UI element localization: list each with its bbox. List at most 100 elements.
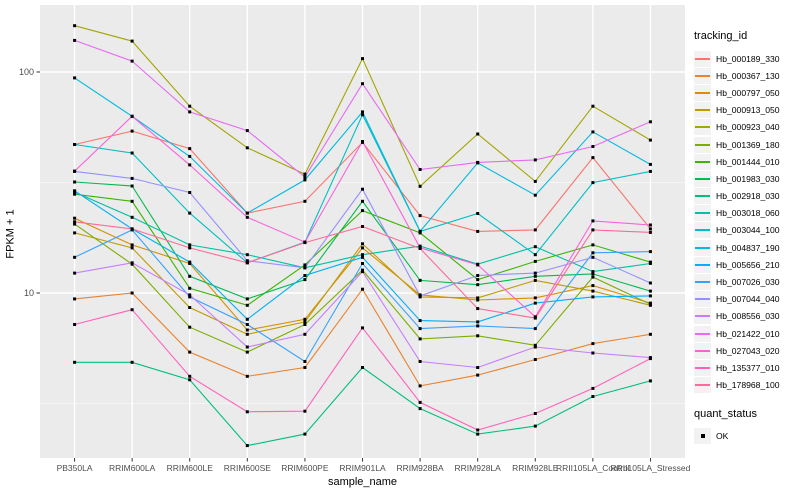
- data-point: [591, 270, 595, 274]
- data-point: [130, 227, 134, 231]
- data-point: [591, 130, 595, 134]
- data-point: [591, 255, 595, 259]
- data-point: [418, 400, 422, 404]
- data-point: [245, 261, 249, 265]
- data-point: [591, 386, 595, 390]
- legend-item-Hb_027043_020: Hb_027043_020: [694, 342, 800, 359]
- data-point: [303, 263, 307, 267]
- data-point: [476, 278, 480, 282]
- legend-item-Hb_004837_190: Hb_004837_190: [694, 239, 800, 256]
- data-point: [476, 307, 480, 311]
- data-point: [476, 229, 480, 233]
- data-point: [303, 175, 307, 179]
- legend-title-quant-status: quant_status: [694, 407, 757, 420]
- data-point: [533, 274, 537, 278]
- data-point: [533, 228, 537, 232]
- data-point: [130, 176, 134, 180]
- data-point: [361, 110, 364, 114]
- data-point: [591, 395, 595, 398]
- legend-key-line: [694, 67, 711, 84]
- legend-label: Hb_000923_040: [716, 122, 780, 133]
- legend-label: Hb_000797_050: [716, 87, 780, 98]
- legend-label: Hb_002918_030: [716, 191, 780, 202]
- legend-label: Hb_003044_100: [716, 225, 780, 236]
- legend-key-line: [694, 222, 711, 239]
- legend-series-list: Hb_000189_330 Hb_000367_130 Hb_000797_050 H…: [694, 50, 800, 394]
- data-point: [188, 374, 192, 378]
- legend-item-Hb_001369_180: Hb_001369_180: [694, 136, 800, 153]
- data-point: [73, 24, 77, 28]
- data-point: [245, 215, 249, 219]
- legend-item-Hb_021422_010: Hb_021422_010: [694, 325, 800, 342]
- data-point: [533, 271, 537, 275]
- data-point: [361, 242, 364, 246]
- data-point: [303, 278, 307, 282]
- data-point: [245, 345, 249, 349]
- data-point: [188, 110, 192, 114]
- data-point: [533, 158, 537, 162]
- data-point: [361, 366, 364, 369]
- data-point: [361, 262, 364, 265]
- legend-key-line: [694, 188, 711, 205]
- data-point: [245, 328, 249, 332]
- data-point: [245, 211, 249, 215]
- data-point: [303, 320, 307, 324]
- data-point: [591, 342, 595, 346]
- data-point: [418, 278, 422, 282]
- data-point: [591, 284, 595, 288]
- data-point: [361, 270, 364, 274]
- x-axis-title: sample_name: [327, 476, 398, 488]
- data-point: [130, 59, 134, 63]
- data-point: [533, 193, 537, 197]
- data-point: [476, 296, 480, 300]
- x-tick-label: PB350LA: [57, 463, 93, 473]
- data-point: [648, 379, 652, 383]
- data-point: [73, 222, 77, 226]
- legend-title-tracking-id: tracking_id: [694, 30, 748, 42]
- data-point: [476, 160, 480, 164]
- data-point: [188, 246, 192, 250]
- legend-item-Hb_005656_210: Hb_005656_210: [694, 256, 800, 273]
- data-point: [361, 253, 364, 257]
- x-tick-label: RRII105LA_Control: [556, 463, 630, 473]
- data-point: [130, 114, 134, 118]
- data-point: [361, 199, 364, 203]
- data-point: [130, 215, 134, 219]
- data-point: [73, 323, 77, 326]
- data-point: [73, 76, 77, 80]
- legend-key-line: [694, 325, 711, 342]
- data-point: [303, 332, 307, 336]
- data-point: [533, 343, 537, 347]
- data-point: [73, 220, 77, 224]
- legend-label: Hb_178968_100: [716, 380, 780, 391]
- data-point: [303, 317, 307, 321]
- data-point: [188, 260, 192, 264]
- data-point: [245, 253, 249, 257]
- data-point: [188, 163, 192, 167]
- legend-label: Hb_007044_040: [716, 294, 780, 305]
- data-point: [73, 360, 77, 364]
- data-point: [188, 350, 192, 354]
- legend-key-line: [694, 136, 711, 153]
- legend-item-Hb_003044_100: Hb_003044_100: [694, 222, 800, 239]
- legend-key-line: [694, 274, 711, 291]
- legend-label: Hb_005656_210: [716, 259, 780, 270]
- data-point: [418, 294, 422, 298]
- legend-label: Hb_001983_030: [716, 173, 780, 184]
- legend-label: Hb_001369_180: [716, 139, 780, 150]
- data-point: [303, 409, 307, 413]
- legend-key-line: [694, 119, 711, 136]
- data-point: [130, 246, 134, 250]
- data-point: [533, 179, 537, 183]
- data-point: [418, 360, 422, 363]
- data-point: [361, 113, 364, 117]
- data-point: [418, 407, 422, 411]
- data-point: [73, 192, 77, 196]
- data-point: [188, 104, 192, 108]
- data-point: [648, 250, 652, 254]
- legend-label: Hb_008556_030: [716, 311, 780, 322]
- legend-key-line: [694, 205, 711, 222]
- data-point: [188, 191, 192, 194]
- data-point: [130, 129, 134, 133]
- data-point: [303, 274, 307, 277]
